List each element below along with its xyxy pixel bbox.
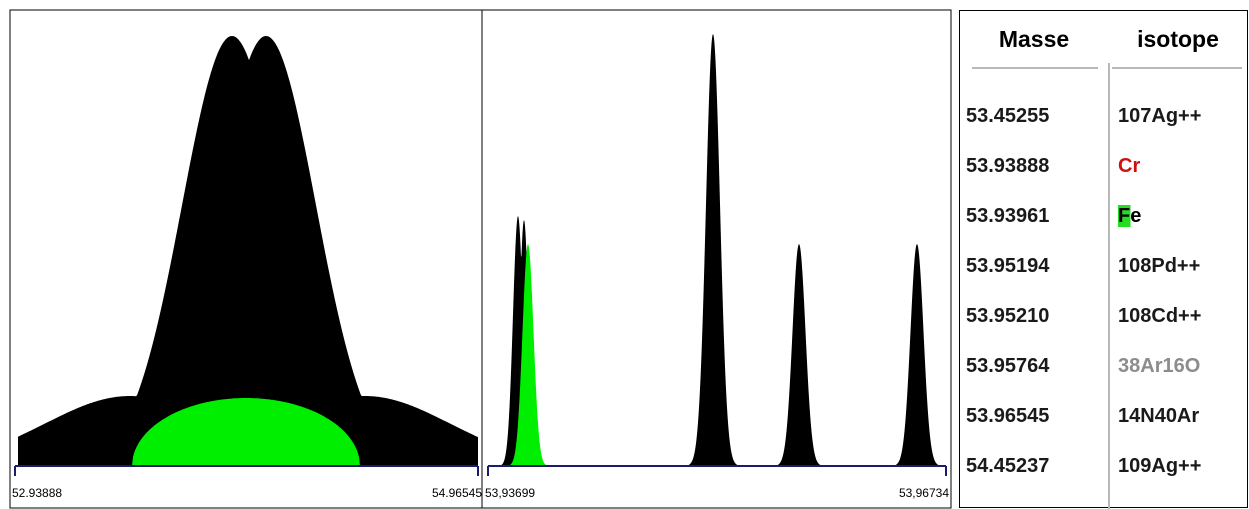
- column-separator: [1108, 63, 1110, 509]
- masse-value: 53.95194: [966, 255, 1050, 277]
- table-row: 53.93961 Fe: [960, 191, 1249, 241]
- right-black-peaks: [490, 34, 946, 466]
- isotope-label: 108Cd++: [1118, 305, 1202, 327]
- isotope-table: Masse isotope 53.45255 107Ag++ 53.93888 Cr 5…: [959, 10, 1249, 509]
- isotope-label: Cr: [1118, 155, 1141, 177]
- masse-value: 54.45237: [966, 455, 1050, 477]
- isotope-label: Fe: [1118, 205, 1142, 227]
- right-axis-min-label: 53,93699: [485, 486, 535, 500]
- header-underline-isotope: [1112, 67, 1242, 69]
- left-spectrum-panel: 52.93888 54.96545: [9, 9, 483, 509]
- isotope-label: 14N40Ar: [1118, 405, 1200, 427]
- isotope-label: 38Ar16O: [1118, 355, 1201, 377]
- table-row: 53.96545 14N40Ar: [960, 391, 1249, 441]
- masse-value: 53.45255: [966, 105, 1050, 127]
- right-axis-max-label: 53,96734: [899, 486, 949, 500]
- table-row: 53.93888 Cr: [960, 141, 1249, 191]
- masse-column-header: Masse: [998, 26, 1070, 52]
- masse-value: 53.95210: [966, 305, 1050, 327]
- masse-value: 53.96545: [966, 405, 1050, 427]
- isotope-label: 107Ag++: [1118, 105, 1202, 127]
- table-row: 53.95764 38Ar16O: [960, 341, 1249, 391]
- table-row: 53.45255 107Ag++: [960, 91, 1249, 141]
- right-green-peak: [508, 244, 550, 466]
- isotope-name: 109Ag++: [1118, 441, 1246, 491]
- left-axis-min-label: 52.93888: [12, 486, 62, 500]
- masse-value: 53.93888: [966, 155, 1050, 177]
- isotope-column-header: isotope: [1137, 26, 1219, 52]
- left-black-peak-envelope: [18, 36, 478, 466]
- left-axis-max-label: 54.96545: [432, 486, 482, 500]
- header-underline-masse: [972, 67, 1098, 69]
- left-green-peak: [132, 398, 360, 466]
- masse-value: 53.95764: [966, 355, 1050, 377]
- isotope-name: 108Cd++: [1118, 291, 1246, 341]
- right-spectrum-panel: 53,93699 53,96734: [481, 9, 952, 509]
- table-row: 54.45237 109Ag++: [960, 441, 1249, 491]
- isotope-name: Cr: [1118, 141, 1246, 191]
- table-row: 53.95194 108Pd++: [960, 241, 1249, 291]
- isotope-name: 107Ag++: [1118, 91, 1246, 141]
- isotope-name: Fe: [1118, 191, 1246, 241]
- isotope-label: 109Ag++: [1118, 455, 1202, 477]
- spectrum-plots: 52.93888 54.96545 53,93699 53,96734: [9, 9, 952, 509]
- table-row: 53.95210 108Cd++: [960, 291, 1249, 341]
- masse-value: 53.93961: [966, 205, 1050, 227]
- isotope-name: 14N40Ar: [1118, 391, 1246, 441]
- isotope-name: 38Ar16O: [1118, 341, 1246, 391]
- isotope-name: 108Pd++: [1118, 241, 1246, 291]
- isotope-label: 108Pd++: [1118, 255, 1201, 277]
